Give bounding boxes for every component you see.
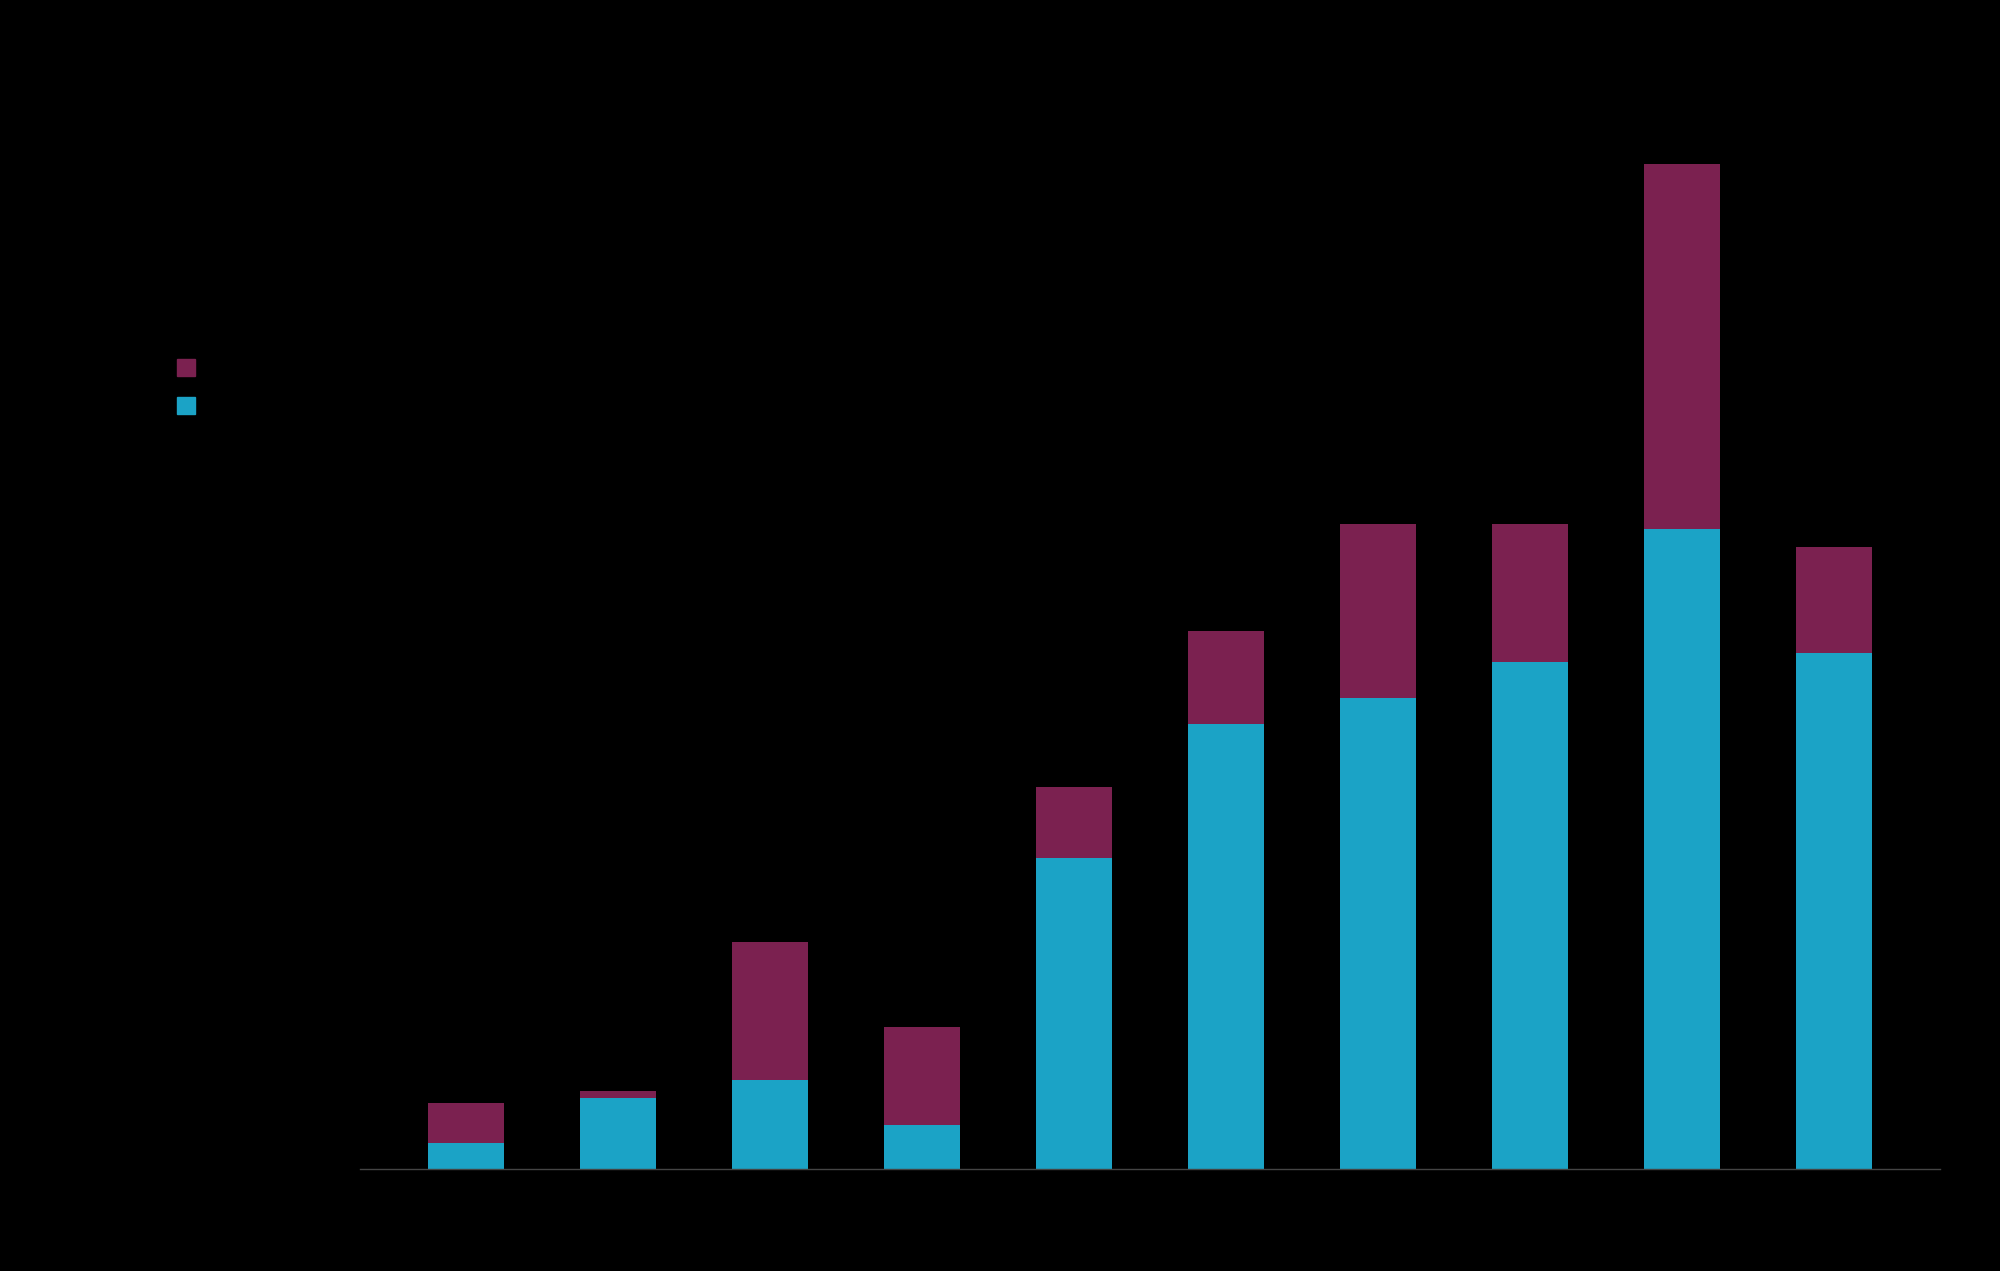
- Bar: [884, 1027, 960, 1125]
- Bar: [1492, 662, 1568, 1169]
- Bar: [1340, 524, 1416, 698]
- Bar: [1036, 858, 1112, 1169]
- Bar: [1796, 653, 1872, 1169]
- Bar: [1644, 529, 1720, 1169]
- Bar: [1188, 724, 1264, 1169]
- Bar: [428, 1143, 504, 1169]
- Bar: [1796, 547, 1872, 653]
- Bar: [428, 1103, 504, 1143]
- Bar: [732, 1080, 808, 1169]
- Bar: [1340, 698, 1416, 1169]
- Bar: [1492, 524, 1568, 662]
- Bar: [732, 943, 808, 1080]
- Legend: Non-endemic states, Endemic states: Non-endemic states, Endemic states: [166, 348, 446, 428]
- Bar: [580, 1091, 656, 1098]
- Bar: [1644, 164, 1720, 529]
- Bar: [1188, 630, 1264, 724]
- Bar: [884, 1125, 960, 1169]
- Bar: [1036, 787, 1112, 858]
- Bar: [580, 1098, 656, 1169]
